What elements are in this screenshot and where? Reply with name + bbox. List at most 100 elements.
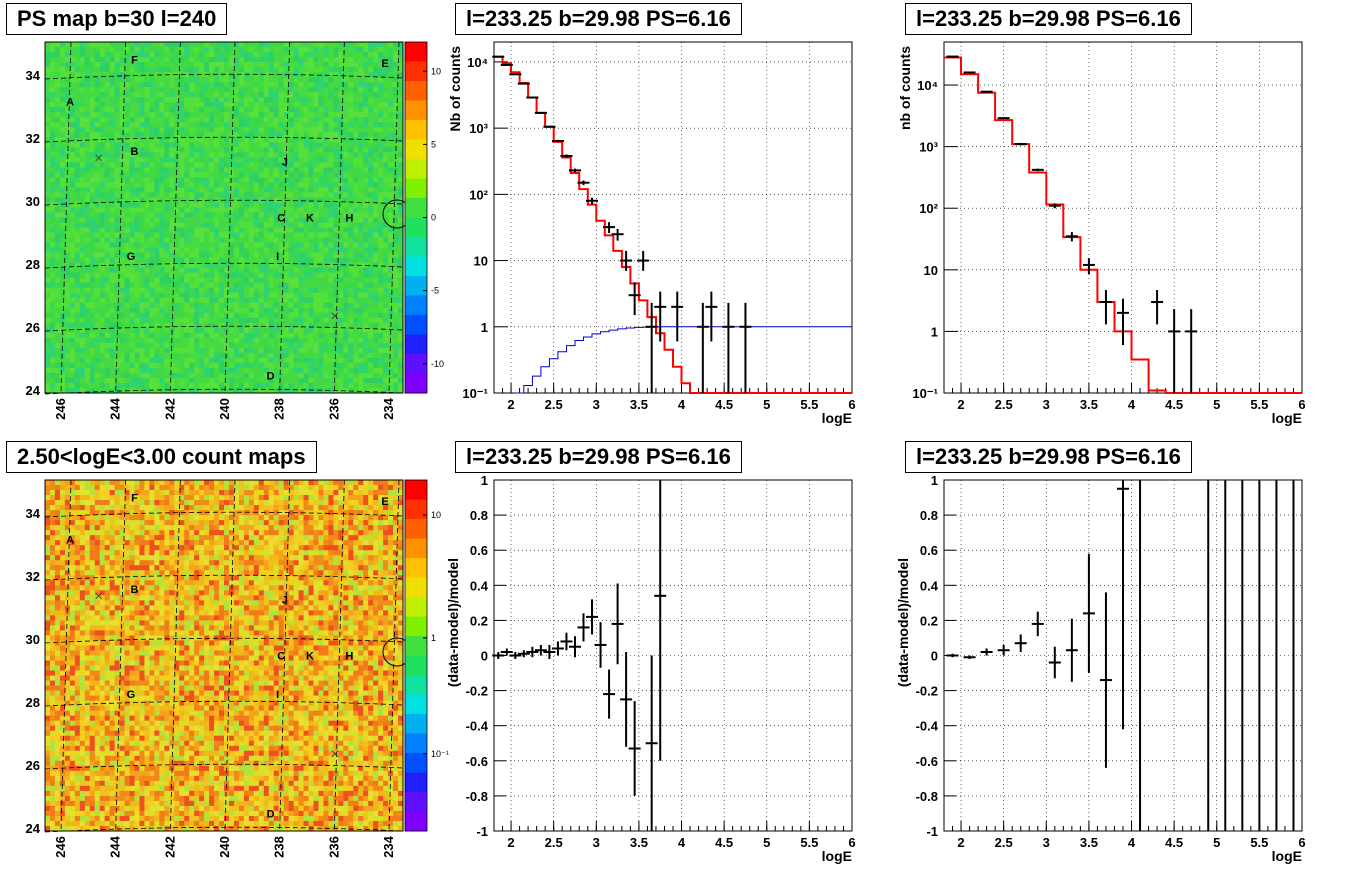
heatmap-cell [258, 352, 265, 359]
heatmap-cell [144, 257, 150, 264]
heatmap-cell [283, 252, 290, 259]
heatmap-cell [69, 117, 76, 123]
heatmap-cell [184, 212, 190, 218]
heatmap-cell [233, 362, 240, 369]
heatmap-cell [49, 182, 56, 188]
heatmap-cell [333, 252, 339, 259]
heatmap-cell [388, 282, 394, 289]
heatmap-cell [94, 77, 101, 83]
heatmap-cell [124, 197, 130, 203]
heatmap-cell [358, 272, 364, 279]
heatmap-cell [313, 162, 319, 168]
heatmap-cell [99, 242, 106, 248]
heatmap-cell [159, 187, 165, 193]
heatmap-cell [383, 97, 389, 103]
heatmap-cell [109, 222, 116, 228]
heatmap-cell [124, 297, 130, 304]
heatmap-cell [224, 82, 230, 88]
heatmap-cell [104, 257, 111, 264]
heatmap-cell [378, 277, 384, 284]
heatmap-cell [303, 317, 309, 324]
heatmap-cell [238, 57, 245, 63]
heatmap-cell [164, 57, 170, 63]
heatmap-cell [328, 187, 334, 193]
heatmap-cell [228, 327, 235, 334]
heatmap-cell [164, 242, 170, 248]
heatmap-cell [224, 122, 230, 128]
heatmap-cell [214, 202, 220, 208]
heatmap-cell [149, 242, 155, 248]
heatmap-cell [288, 57, 295, 63]
heatmap-cell [109, 117, 116, 123]
heatmap-cell [149, 222, 155, 228]
heatmap-cell [393, 307, 399, 314]
heatmap-cell [84, 362, 91, 369]
heatmap-cell [45, 97, 51, 103]
heatmap-cell [189, 292, 195, 299]
heatmap-cell [343, 102, 349, 108]
heatmap-cell [293, 92, 299, 98]
heatmap-cell [233, 297, 240, 304]
heatmap-cell [154, 52, 160, 58]
heatmap-cell [378, 112, 384, 118]
heatmap-cell [338, 227, 344, 233]
heatmap-cell [74, 127, 81, 133]
heatmap-cell [363, 217, 369, 223]
heatmap-cell [199, 332, 205, 339]
heatmap-cell [84, 367, 91, 374]
heatmap-cell [139, 207, 145, 213]
heatmap-cell [333, 262, 339, 269]
heatmap-cell [144, 52, 150, 58]
heatmap-cell [323, 122, 329, 128]
heatmap-cell [398, 302, 404, 309]
heatmap-cell [144, 187, 150, 193]
heatmap-cell [238, 127, 245, 133]
heatmap-cell [184, 237, 190, 243]
heatmap-cell [368, 282, 374, 289]
heatmap-cell [149, 337, 155, 344]
heatmap-cell [258, 102, 265, 108]
heatmap-cell [343, 42, 349, 48]
heatmap-cell [358, 192, 364, 198]
heatmap-cell [94, 127, 101, 133]
heatmap-cell [89, 357, 96, 364]
heatmap-cell [368, 207, 374, 213]
heatmap-cell [333, 212, 339, 218]
heatmap-cell [343, 182, 349, 188]
heatmap-cell [388, 242, 394, 248]
heatmap-cell [293, 117, 299, 123]
heatmap-cell [219, 257, 225, 264]
heatmap-cell [318, 287, 324, 294]
heatmap-cell [398, 47, 404, 53]
heatmap-cell [293, 362, 299, 369]
heatmap-cell [228, 217, 235, 223]
heatmap-cell [343, 217, 349, 223]
heatmap-cell [368, 327, 374, 334]
heatmap-cell [194, 312, 200, 319]
heatmap-cell [323, 237, 329, 243]
heatmap-cell [318, 282, 324, 289]
heatmap-cell [253, 102, 260, 108]
heatmap-cell [338, 212, 344, 218]
heatmap-cell [169, 57, 175, 63]
heatmap-cell [124, 377, 130, 384]
heatmap-cell [119, 87, 125, 93]
heatmap-cell [268, 337, 275, 344]
heatmap-cell [378, 47, 384, 53]
heatmap-cell [283, 347, 290, 354]
heatmap-cell [253, 327, 260, 334]
heatmap-cell [298, 112, 304, 118]
heatmap-cell [343, 237, 349, 243]
heatmap-cell [258, 317, 265, 324]
heatmap-cell [283, 102, 290, 108]
heatmap-cell [169, 232, 175, 238]
heatmap-cell [383, 277, 389, 284]
heatmap-cell [263, 347, 270, 354]
heatmap-cell [109, 282, 116, 289]
heatmap-cell [308, 102, 314, 108]
heatmap-cell [69, 152, 76, 158]
heatmap-cell [228, 302, 235, 309]
heatmap-cell [263, 42, 270, 48]
heatmap-cell [373, 52, 379, 58]
heatmap-cell [94, 162, 101, 168]
